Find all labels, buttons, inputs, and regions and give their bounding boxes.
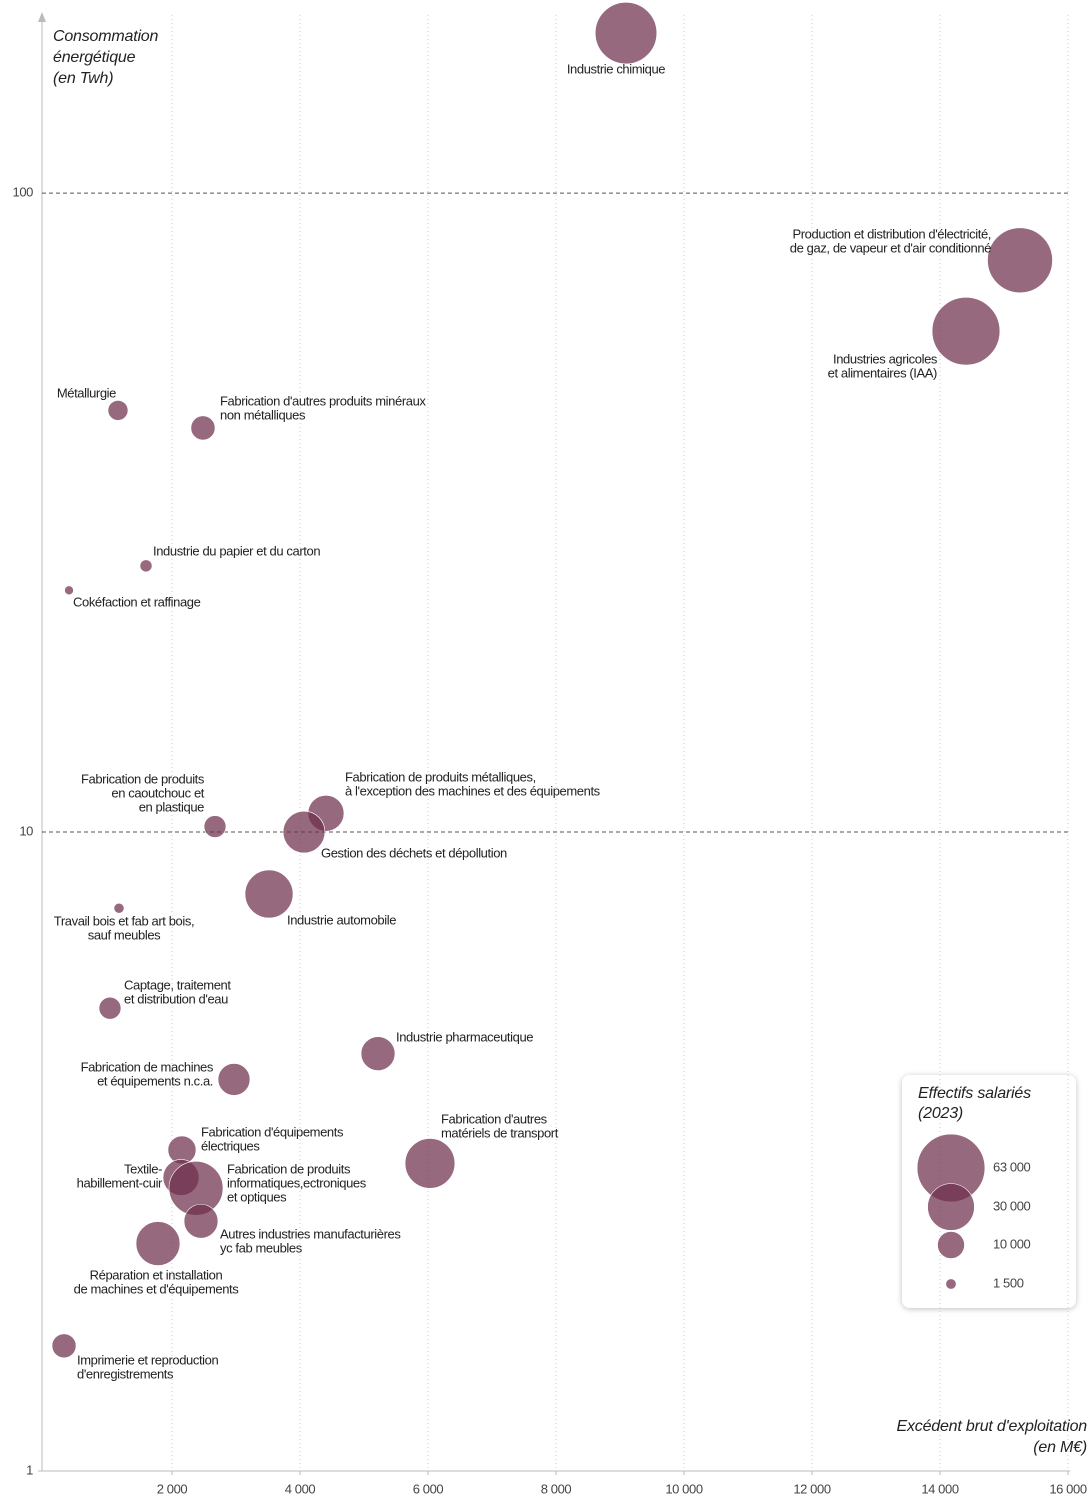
- bubble: [244, 869, 294, 919]
- bubble-label: Métallurgie: [57, 385, 116, 400]
- bubble: [282, 810, 326, 854]
- y-tick-label: 10: [19, 823, 33, 838]
- legend-label: 30 000: [993, 1198, 1031, 1213]
- x-axis-title: (en M€): [1033, 1439, 1087, 1456]
- bubble-label: Fabrication de produits: [81, 771, 205, 786]
- x-tick-label: 2 000: [157, 1481, 188, 1496]
- x-tick-label: 4 000: [285, 1481, 316, 1496]
- bubble-label: électriques: [201, 1138, 260, 1153]
- bubble-label: sauf meubles: [88, 927, 161, 942]
- bubble-label: Cokéfaction et raffinage: [73, 594, 201, 609]
- bubble: [113, 902, 125, 914]
- x-tick-label: 8 000: [541, 1481, 572, 1496]
- x-tick-label: 12 000: [793, 1481, 831, 1496]
- bubble-label: Gestion des déchets et dépollution: [321, 845, 507, 860]
- bubble-label: et alimentaires (IAA): [828, 365, 937, 380]
- y-axis-title: (en Twh): [53, 70, 113, 87]
- bubble-label: non métalliques: [220, 407, 306, 422]
- legend-label: 63 000: [993, 1159, 1031, 1174]
- bubble-label: et distribution d'eau: [124, 991, 228, 1006]
- y-tick-label: 100: [13, 185, 34, 200]
- y-axis-arrow: [38, 12, 46, 22]
- x-tick-label: 10 000: [665, 1481, 703, 1496]
- bubble: [203, 815, 227, 838]
- bubble: [139, 559, 153, 573]
- legend-bubble: [945, 1278, 957, 1290]
- x-tick-label: 16 000: [1049, 1481, 1087, 1496]
- x-tick-label: 14 000: [921, 1481, 959, 1496]
- bubble: [183, 1203, 219, 1239]
- bubble-label: de gaz, de vapeur et d'air conditionné: [790, 240, 991, 255]
- bubble-label: yc fab meubles: [220, 1240, 303, 1255]
- bubble-label: et équipements n.c.a.: [97, 1073, 213, 1088]
- bubble-label: Imprimerie et reproduction: [77, 1352, 218, 1367]
- y-axis-title: Consommation: [53, 28, 159, 45]
- y-axis-title: énergétique: [53, 49, 136, 66]
- bubble: [217, 1063, 251, 1096]
- y-tick-label: 1: [26, 1462, 33, 1477]
- bubble: [360, 1036, 396, 1071]
- bubble-label: en plastique: [139, 799, 204, 814]
- bubble-label: informatiques,ectroniques: [227, 1175, 367, 1190]
- legend-title: (2023): [918, 1105, 963, 1122]
- bubble: [64, 585, 74, 596]
- bubble: [51, 1333, 77, 1359]
- bubble-label: en caoutchouc et: [111, 785, 204, 800]
- bubble-label: de machines et d'équipements: [74, 1281, 240, 1296]
- bubble-label: Industrie automobile: [287, 912, 396, 927]
- bubble-label: Industrie chimique: [567, 61, 665, 76]
- bubble-label: Fabrication de produits: [227, 1161, 351, 1176]
- bubble: [98, 996, 122, 1020]
- bubble-label: et optiques: [227, 1189, 287, 1204]
- bubble-label: Fabrication de produits métalliques,: [345, 769, 536, 784]
- legend-bubble: [937, 1231, 965, 1259]
- bubble-label: à l'exception des machines et des équipe…: [345, 783, 601, 798]
- bubble-label: d'enregistrements: [77, 1366, 174, 1381]
- bubble-label: Fabrication d'autres: [441, 1111, 548, 1126]
- x-tick-label: 6 000: [413, 1481, 444, 1496]
- bubble-label: Industrie du papier et du carton: [153, 543, 320, 558]
- bubble-label: Travail bois et fab art bois,: [54, 913, 194, 928]
- bubble: [107, 400, 129, 421]
- bubble: [404, 1138, 456, 1189]
- bubble-label: Fabrication d'équipements: [201, 1124, 344, 1139]
- bubble-label: Industries agricoles: [833, 351, 938, 366]
- bubble-label: matériels de transport: [441, 1125, 559, 1140]
- bubble: [594, 2, 658, 65]
- x-axis-title: Excédent brut d'exploitation: [897, 1418, 1088, 1435]
- bubble: [987, 227, 1053, 294]
- bubble-label: Fabrication d'autres produits minéraux: [220, 393, 426, 408]
- bubble: [931, 296, 1001, 366]
- legend-label: 1 500: [993, 1275, 1024, 1290]
- bubble-label: Fabrication de machines: [81, 1059, 214, 1074]
- legend-title: Effectifs salariés: [918, 1085, 1031, 1102]
- legend-label: 10 000: [993, 1236, 1031, 1251]
- bubble-label: Production et distribution d'électricité…: [792, 226, 991, 241]
- bubble: [135, 1221, 181, 1266]
- legend-bubble: [927, 1183, 975, 1231]
- bubble-label: Captage, traitement: [124, 977, 231, 992]
- bubble-label: habillement-cuir: [77, 1175, 163, 1190]
- bubble-label: Autres industries manufacturières: [220, 1226, 401, 1241]
- bubble-label: Textile-: [124, 1161, 162, 1176]
- bubble-label: Réparation et installation: [90, 1267, 223, 1282]
- bubble-label: Industrie pharmaceutique: [396, 1029, 533, 1044]
- bubble: [190, 415, 216, 441]
